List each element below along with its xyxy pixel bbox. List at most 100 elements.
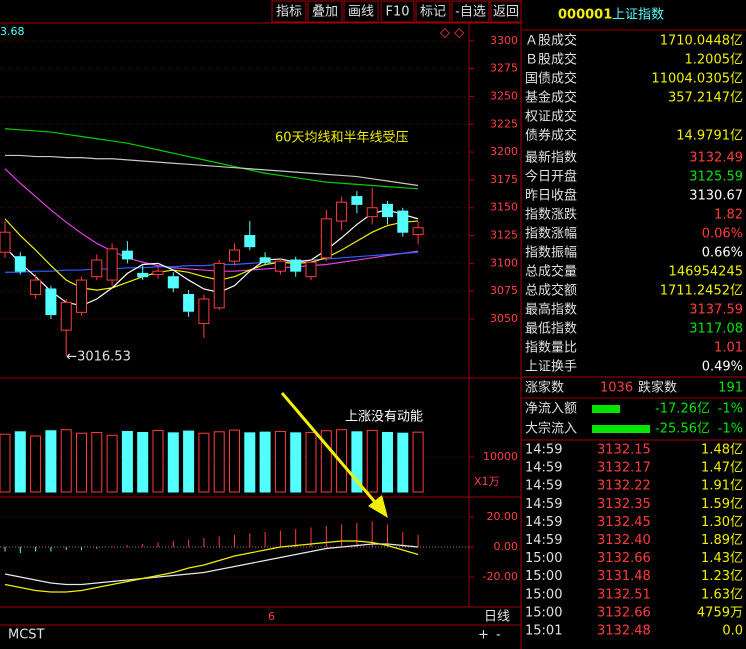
candle-body (397, 210, 409, 233)
candle-body (91, 259, 103, 278)
toolbar-label[interactable]: F10 (385, 5, 409, 20)
candle-body (336, 201, 348, 222)
candle-body (198, 298, 210, 324)
candle-body (76, 279, 87, 313)
candle-body (244, 235, 256, 248)
toolbar-label[interactable]: 画线 (348, 5, 374, 20)
tick-time: 14:59 (525, 497, 562, 512)
tick-price: 3132.66 (597, 605, 651, 620)
volume-bar (213, 431, 225, 493)
toolbar-button[interactable] (343, 0, 379, 23)
candle-body (213, 262, 225, 309)
quote-label: 今日开盘 (525, 169, 577, 185)
quote-label: 最新指数 (525, 150, 577, 166)
quote-value: 1711.2452亿 (660, 284, 743, 299)
x-tick-label: 6 (268, 610, 275, 623)
volume-bar (167, 432, 179, 493)
tick-volume: 4759万 (697, 605, 743, 620)
volume-bar (366, 429, 378, 493)
quote-label: 指数涨幅 (525, 227, 577, 242)
y-tick-label: 3200 (490, 145, 518, 158)
quote-label: 基金成交 (525, 90, 577, 106)
tick-volume: 1.91亿 (701, 479, 743, 494)
candle-body (290, 259, 302, 272)
quote-value: 1.2005亿 (685, 53, 744, 68)
candle-body (14, 256, 26, 272)
toolbar-button[interactable] (271, 0, 307, 23)
unit-label: X1万 (474, 475, 500, 488)
breadth-label: 跌家数 (638, 380, 677, 396)
period-label[interactable]: 日线 (484, 610, 510, 625)
volume-bar (45, 430, 57, 493)
arrow (280, 392, 382, 509)
toolbar-button[interactable] (380, 0, 415, 23)
dif-line (4, 540, 419, 593)
volume-bar (244, 432, 256, 493)
volume-bar (382, 432, 393, 493)
y-tick-label: 3125 (490, 229, 518, 242)
toolbar-button[interactable] (307, 0, 343, 23)
volume-bar (0, 433, 11, 493)
low-label: ←3016.53 (66, 350, 131, 365)
volume-bar (60, 429, 72, 493)
tick-time: 14:59 (525, 461, 562, 476)
tick-price: 3132.66 (597, 551, 651, 566)
quote-label: 指数量比 (525, 341, 577, 356)
toolbar-button[interactable] (451, 0, 490, 23)
flow-label: 净流入额 (525, 402, 577, 417)
zoom-out[interactable]: - (496, 628, 501, 643)
tick-time: 15:00 (525, 569, 562, 584)
toolbar-label[interactable]: 叠加 (312, 5, 338, 20)
toolbar-button[interactable] (490, 0, 522, 23)
moving-average (4, 168, 419, 272)
tick-price: 3132.45 (597, 515, 651, 530)
stock-code: 000001 (558, 8, 612, 23)
volume-bar (91, 432, 103, 493)
stock-name: 上证指数 (612, 8, 664, 23)
y-tick-label: 10000 (483, 450, 518, 463)
toolbar-label[interactable]: 标记 (420, 5, 446, 20)
quote-label: 债券成交 (525, 128, 577, 144)
tick-volume: 1.63亿 (701, 587, 743, 602)
tick-volume: 1.48亿 (701, 443, 743, 458)
volume-bar (229, 429, 240, 493)
zoom-in[interactable]: + (478, 628, 489, 643)
volume-bar (76, 432, 87, 493)
toolbar-label[interactable]: 返回 (493, 5, 519, 20)
quote-value: 1710.0448亿 (660, 34, 743, 49)
indicator-tab[interactable]: MCST (8, 628, 45, 643)
quote-value: 3132.49 (689, 151, 743, 166)
candle-body (30, 279, 42, 296)
volume-bar (320, 430, 332, 493)
tick-volume: 1.59亿 (701, 497, 743, 512)
flow-pct: -1% (718, 422, 743, 437)
volume-bar (305, 432, 317, 493)
candle-body (167, 276, 179, 289)
tick-volume: 1.23亿 (701, 569, 743, 584)
flow-pct: -1% (718, 402, 743, 417)
candle-body (274, 260, 286, 272)
y-tick-label: -20.00 (483, 570, 518, 583)
breadth-label: 涨家数 (525, 380, 564, 396)
volume-bar (152, 429, 164, 493)
volume-bar (274, 430, 286, 493)
candle-body (366, 207, 378, 218)
quote-value: 3125.59 (689, 170, 743, 185)
toolbar-label[interactable]: 指标 (276, 5, 302, 20)
tick-time: 15:00 (525, 587, 562, 602)
y-tick-label: 3225 (490, 117, 518, 130)
toolbar-label[interactable]: -自选 (455, 5, 486, 20)
annotation: 60天均线和半年线受压 (275, 131, 409, 146)
candle-body (60, 301, 72, 331)
y-tick-label: 3250 (490, 89, 518, 102)
candle-body (229, 249, 240, 262)
toolbar-button[interactable] (415, 0, 451, 23)
quote-value: 3130.67 (689, 189, 743, 204)
tick-volume: 1.47亿 (701, 461, 743, 476)
quote-label: 最低指数 (525, 322, 577, 337)
tick-time: 15:00 (525, 605, 562, 620)
quote-value: 357.2147亿 (668, 91, 743, 106)
pane-icons: ◇ ◇ (440, 26, 464, 41)
